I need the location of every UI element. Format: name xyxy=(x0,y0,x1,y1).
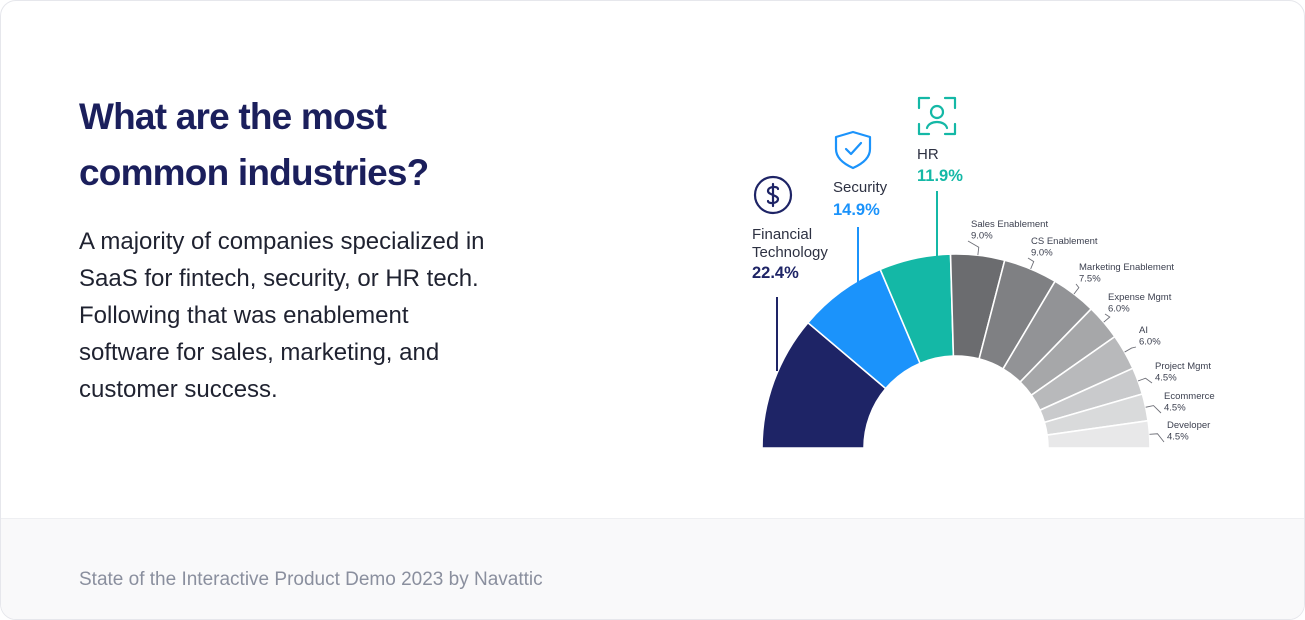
leader-expense-mgmt xyxy=(1103,313,1111,323)
slice-developer xyxy=(1046,419,1151,449)
category-label-cs-enablement: CS Enablement xyxy=(1031,236,1098,247)
value-label-sales-enablement: 9.0% xyxy=(971,231,993,242)
description: A majority of companies specialized in S… xyxy=(79,223,599,408)
footer: State of the Interactive Product Demo 20… xyxy=(1,518,1304,619)
value-label-ecommerce: 4.5% xyxy=(1164,403,1186,414)
title-line-2: common industries? xyxy=(79,152,429,193)
value-label-marketing-enablement: 7.5% xyxy=(1079,274,1101,285)
category-label-developer: Developer xyxy=(1167,420,1210,431)
description-line-2: SaaS for fintech, security, or HR tech. xyxy=(79,265,479,292)
value-label-expense-mgmt: 6.0% xyxy=(1108,304,1130,315)
category-label-hr: HR xyxy=(917,146,939,163)
description-line-1: A majority of companies specialized in xyxy=(79,228,485,255)
category-label-financial-technology-2: Technology xyxy=(752,244,828,261)
value-label-project-mgmt: 4.5% xyxy=(1155,373,1177,384)
user-scan-icon xyxy=(917,96,957,136)
category-label-ecommerce: Ecommerce xyxy=(1164,391,1215,402)
category-label-security: Security xyxy=(833,179,888,196)
page-title: What are the most common industries? xyxy=(79,89,599,201)
footer-credit: State of the Interactive Product Demo 20… xyxy=(79,569,543,590)
title-line-1: What are the most xyxy=(79,96,387,137)
leader-ai xyxy=(1124,346,1137,353)
leader-project-mgmt xyxy=(1137,377,1153,384)
leader-ecommerce xyxy=(1145,405,1162,414)
value-label-cs-enablement: 9.0% xyxy=(1031,248,1053,259)
shield-check-icon xyxy=(834,130,872,170)
leader-marketing-enablement xyxy=(1073,283,1080,295)
value-label-hr: 11.9% xyxy=(917,167,963,185)
description-line-4: software for sales, marketing, and xyxy=(79,339,440,366)
dollar-circle-icon xyxy=(753,175,793,215)
category-label-financial-technology-1: Financial xyxy=(752,226,812,243)
value-label-developer: 4.5% xyxy=(1167,432,1189,443)
leader-cs-enablement xyxy=(1027,257,1035,270)
leader-developer xyxy=(1149,433,1165,443)
category-label-project-mgmt: Project Mgmt xyxy=(1155,361,1211,372)
value-label-security: 14.9% xyxy=(833,201,880,219)
category-label-sales-enablement: Sales Enablement xyxy=(971,219,1048,230)
category-label-ai: AI xyxy=(1139,325,1148,336)
category-label-expense-mgmt: Expense Mgmt xyxy=(1108,292,1172,303)
category-label-marketing-enablement: Marketing Enablement xyxy=(1079,262,1174,273)
value-label-ai: 6.0% xyxy=(1139,337,1161,348)
description-line-5: customer success. xyxy=(79,376,278,403)
value-label-financial-technology: 22.4% xyxy=(752,264,799,282)
description-line-3: Following that was enablement xyxy=(79,302,409,329)
leader-sales-enablement xyxy=(967,240,980,256)
